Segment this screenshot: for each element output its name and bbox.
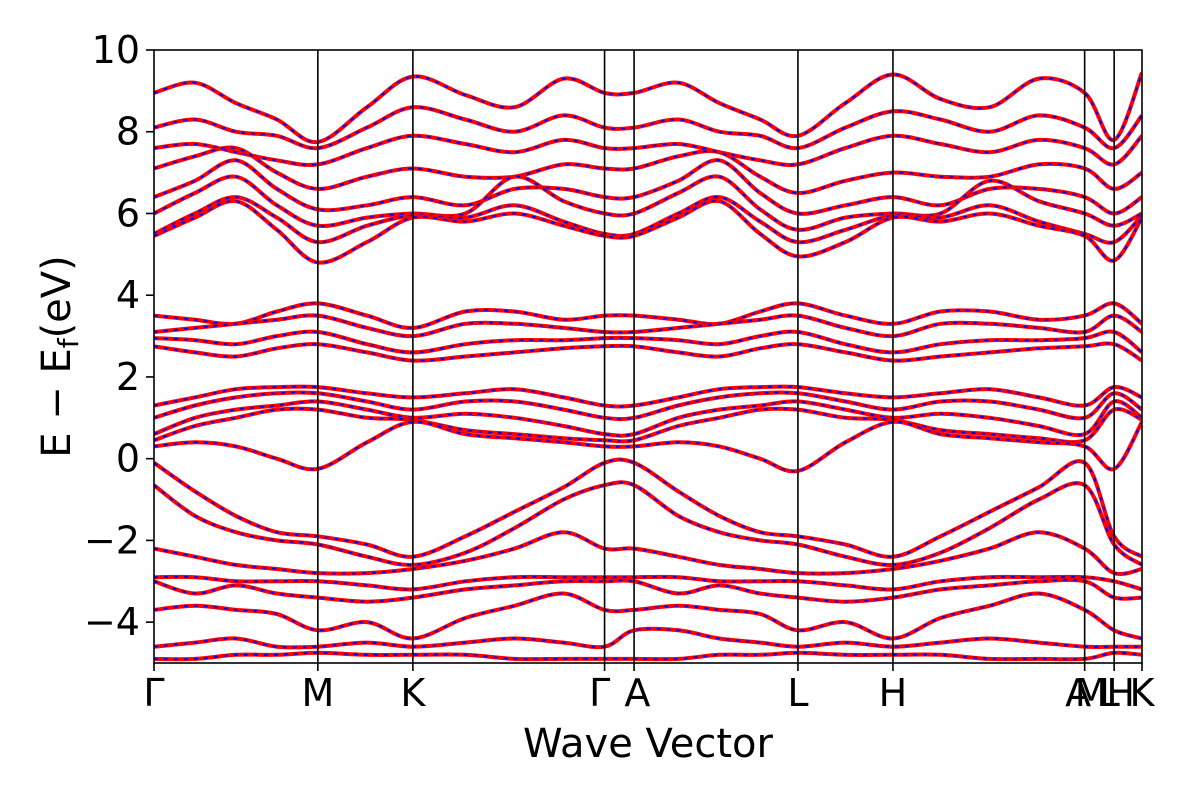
- y-tick-label: −4: [84, 600, 140, 644]
- x-tick-label: H: [1106, 671, 1135, 715]
- band-line-21: [154, 577, 1142, 604]
- band-line-19: [154, 530, 1142, 576]
- band-line-1: [154, 105, 1142, 151]
- y-axis-title-unit: (eV): [34, 255, 80, 338]
- band-line-dashed-19: [154, 531, 1142, 575]
- band-line-2: [154, 133, 1142, 167]
- x-tick-label: A: [1065, 671, 1091, 715]
- x-tick-label: Γ: [143, 671, 164, 715]
- y-axis: −4 −2 0 2 4 6 8 10: [84, 28, 154, 644]
- band-line-5: [154, 174, 1142, 232]
- band-line-dashed-23: [154, 627, 1142, 649]
- y-tick-label: 8: [116, 110, 140, 154]
- band-line-dashed-13: [154, 391, 1142, 421]
- x-tick-label: M: [1075, 671, 1108, 715]
- band-line-dashed-17: [154, 458, 1142, 558]
- band-line-11: [154, 341, 1142, 363]
- band-line-dashed-15: [154, 407, 1142, 444]
- band-line-dashed-11: [154, 342, 1142, 362]
- band-line-dashed-3: [154, 146, 1142, 195]
- x-tick-label: K: [400, 671, 426, 715]
- band-line-16: [154, 419, 1142, 474]
- x-tick-label: K: [1130, 671, 1156, 715]
- y-axis-title: E − Ef(eV): [34, 255, 85, 458]
- band-line-dashed-1: [154, 106, 1142, 150]
- y-axis-title-subscript: f: [52, 337, 85, 348]
- x-tick-label: L: [787, 671, 808, 715]
- x-tick-label: H: [879, 671, 908, 715]
- x-tick-label: Γ: [589, 671, 610, 715]
- y-axis-title-main: E − E: [34, 348, 80, 458]
- x-tick-label: A: [624, 671, 650, 715]
- band-line-dashed-24: [154, 651, 1142, 661]
- band-line-dashed-12: [154, 385, 1142, 408]
- band-line-dashed-4: [154, 159, 1142, 215]
- band-line-dashed-9: [154, 314, 1142, 338]
- x-tick-label: L: [1099, 671, 1120, 715]
- band-line-dashed-22: [154, 592, 1142, 640]
- band-lines: [154, 71, 1142, 662]
- band-line-dashed-0: [154, 72, 1142, 144]
- svg-text:E − Ef(eV): E − Ef(eV): [34, 255, 85, 458]
- band-line-dashed-7: [154, 199, 1142, 264]
- band-line-dashed-21: [154, 578, 1142, 603]
- band-line-dashed-2: [154, 134, 1142, 166]
- x-tick-label: M: [301, 671, 334, 715]
- band-line-dashed-6: [154, 196, 1142, 244]
- band-line-22: [154, 591, 1142, 641]
- plot-frame: [153, 49, 1143, 664]
- band-line-dashed-20: [154, 575, 1142, 591]
- y-tick-label: 0: [116, 437, 140, 481]
- band-line-23: [154, 626, 1142, 650]
- band-line-dashed-14: [154, 400, 1142, 437]
- y-tick-label: 4: [116, 273, 140, 317]
- y-tick-label: 2: [116, 355, 140, 399]
- y-tick-label: −2: [84, 518, 140, 562]
- band-line-dashed-10: [154, 330, 1142, 354]
- band-line-18: [154, 480, 1142, 567]
- band-line-7: [154, 198, 1142, 265]
- high-symmetry-lines: [317, 50, 1115, 663]
- y-tick-label: 6: [116, 191, 140, 235]
- band-line-dashed-8: [154, 302, 1142, 329]
- y-tick-label: 10: [92, 28, 140, 72]
- x-axis-title: Wave Vector: [523, 721, 774, 767]
